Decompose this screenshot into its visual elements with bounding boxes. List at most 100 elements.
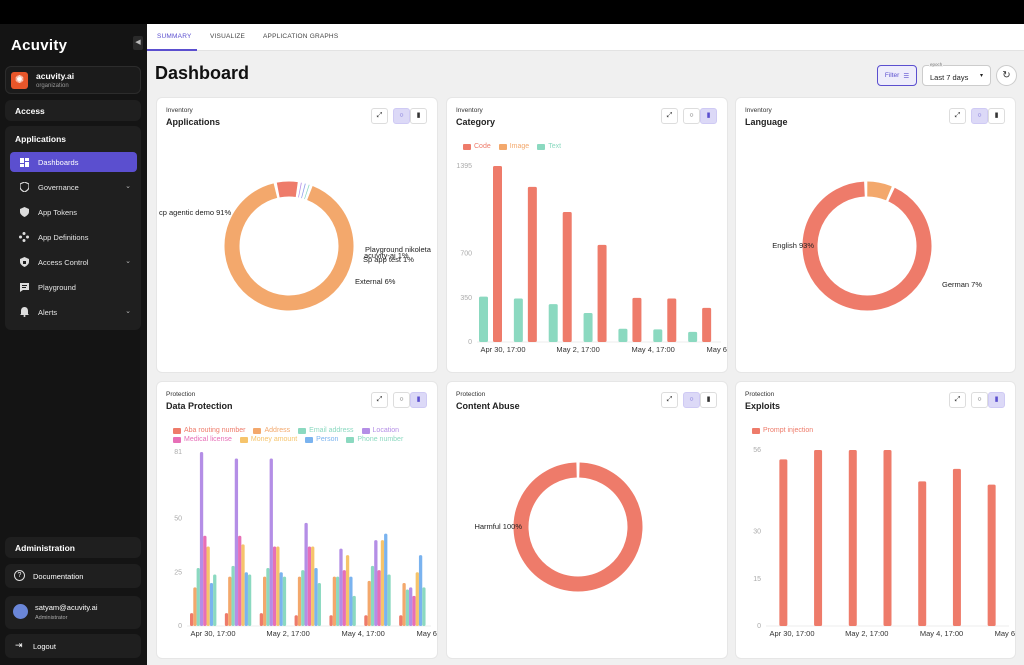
- donut-view-button[interactable]: ○: [683, 392, 700, 408]
- bar[interactable]: [349, 576, 353, 626]
- expand-button[interactable]: ⤢: [661, 392, 678, 408]
- bar[interactable]: [272, 546, 277, 626]
- bar[interactable]: [244, 572, 248, 626]
- bar[interactable]: [345, 555, 350, 626]
- bar[interactable]: [702, 307, 712, 342]
- sidebar-item-governance[interactable]: Governance ⌄: [10, 177, 137, 197]
- bar[interactable]: [352, 595, 356, 626]
- bar[interactable]: [329, 615, 333, 626]
- bar[interactable]: [339, 548, 343, 626]
- bar-view-button[interactable]: ▮: [410, 392, 427, 408]
- bar[interactable]: [527, 186, 537, 342]
- bar[interactable]: [618, 328, 628, 342]
- bar[interactable]: [190, 613, 194, 626]
- bar-view-button[interactable]: ▮: [988, 392, 1005, 408]
- bar[interactable]: [918, 481, 927, 626]
- bar[interactable]: [336, 576, 340, 626]
- legend-item[interactable]: Address: [253, 427, 290, 434]
- donut-view-button[interactable]: ○: [393, 108, 410, 124]
- bar[interactable]: [374, 540, 378, 626]
- bar-view-button[interactable]: ▮: [410, 108, 427, 124]
- legend-item[interactable]: Phone number: [346, 436, 403, 443]
- documentation-link[interactable]: ? Documentation: [5, 564, 141, 588]
- bar[interactable]: [263, 576, 267, 626]
- bar[interactable]: [952, 468, 961, 626]
- bar[interactable]: [562, 212, 572, 342]
- legend-item[interactable]: Money amount: [239, 436, 297, 443]
- legend-item[interactable]: Email address: [298, 427, 354, 434]
- bar[interactable]: [814, 450, 823, 626]
- legend-item[interactable]: Image: [498, 143, 529, 150]
- bar[interactable]: [479, 296, 488, 342]
- tab-visualize[interactable]: VISUALIZE: [210, 33, 246, 40]
- logout-button[interactable]: ⇥ Logout: [5, 634, 141, 658]
- bar[interactable]: [409, 587, 413, 626]
- bar[interactable]: [259, 613, 264, 626]
- expand-button[interactable]: ⤢: [661, 108, 678, 124]
- bar[interactable]: [294, 615, 298, 626]
- legend-item[interactable]: Code: [463, 143, 491, 150]
- bar[interactable]: [241, 544, 245, 626]
- bar[interactable]: [779, 459, 788, 626]
- bar-view-button[interactable]: ▮: [700, 108, 717, 124]
- bar[interactable]: [987, 484, 996, 626]
- administration-section[interactable]: Administration: [5, 537, 141, 558]
- bar[interactable]: [513, 298, 523, 342]
- bar[interactable]: [653, 329, 663, 342]
- bar[interactable]: [206, 546, 210, 626]
- bar[interactable]: [279, 572, 283, 626]
- bar[interactable]: [883, 450, 892, 626]
- bar[interactable]: [238, 535, 242, 626]
- bar[interactable]: [848, 450, 857, 626]
- tab-summary[interactable]: SUMMARY: [157, 33, 192, 40]
- expand-button[interactable]: ⤢: [949, 392, 966, 408]
- donut-view-button[interactable]: ○: [393, 392, 410, 408]
- bar[interactable]: [342, 570, 346, 626]
- donut-view-button[interactable]: ○: [971, 108, 988, 124]
- bar[interactable]: [493, 166, 502, 342]
- bar[interactable]: [405, 589, 410, 626]
- bar-view-button[interactable]: ▮: [700, 392, 717, 408]
- bar[interactable]: [304, 522, 308, 626]
- legend-item[interactable]: Aba routing number: [173, 427, 245, 434]
- donut-slice[interactable]: [224, 183, 354, 311]
- bar[interactable]: [266, 568, 270, 626]
- expand-button[interactable]: ⤢: [371, 108, 388, 124]
- bar[interactable]: [399, 615, 403, 626]
- sidebar-item-dashboards[interactable]: Dashboards: [10, 152, 137, 172]
- bar[interactable]: [301, 570, 305, 626]
- donut-slice[interactable]: [276, 181, 298, 198]
- bar[interactable]: [370, 565, 375, 626]
- bar[interactable]: [213, 574, 217, 626]
- bar[interactable]: [276, 546, 280, 626]
- bar[interactable]: [193, 587, 197, 626]
- bar[interactable]: [228, 576, 232, 626]
- expand-button[interactable]: ⤢: [371, 392, 388, 408]
- bar[interactable]: [314, 568, 318, 626]
- donut-slice[interactable]: [513, 462, 643, 592]
- org-switcher[interactable]: ✺ acuvity.ai organization: [5, 66, 141, 94]
- legend-item[interactable]: Location: [361, 427, 399, 434]
- bar[interactable]: [332, 576, 337, 626]
- bar[interactable]: [364, 615, 368, 626]
- access-section[interactable]: Access: [5, 100, 141, 121]
- legend-item[interactable]: Text: [537, 143, 561, 150]
- user-profile[interactable]: satyam@acuvity.ai Administrator: [5, 596, 141, 629]
- filter-button[interactable]: Filter ☰: [877, 65, 917, 86]
- donut-slice[interactable]: [802, 181, 932, 311]
- donut-view-button[interactable]: ○: [683, 108, 700, 124]
- expand-button[interactable]: ⤢: [949, 108, 966, 124]
- bar[interactable]: [247, 574, 252, 626]
- bar[interactable]: [224, 613, 229, 626]
- bar[interactable]: [203, 535, 207, 626]
- bar[interactable]: [667, 298, 677, 342]
- bar[interactable]: [402, 583, 406, 626]
- bar[interactable]: [377, 570, 381, 626]
- donut-slice[interactable]: [866, 181, 892, 201]
- sidebar-item-app-definitions[interactable]: App Definitions: [10, 227, 137, 247]
- bar[interactable]: [209, 583, 214, 626]
- sidebar-item-app-tokens[interactable]: App Tokens: [10, 202, 137, 222]
- sidebar-item-access-control[interactable]: Access Control ⌄: [10, 252, 137, 272]
- bar[interactable]: [311, 546, 315, 626]
- bar[interactable]: [384, 533, 388, 626]
